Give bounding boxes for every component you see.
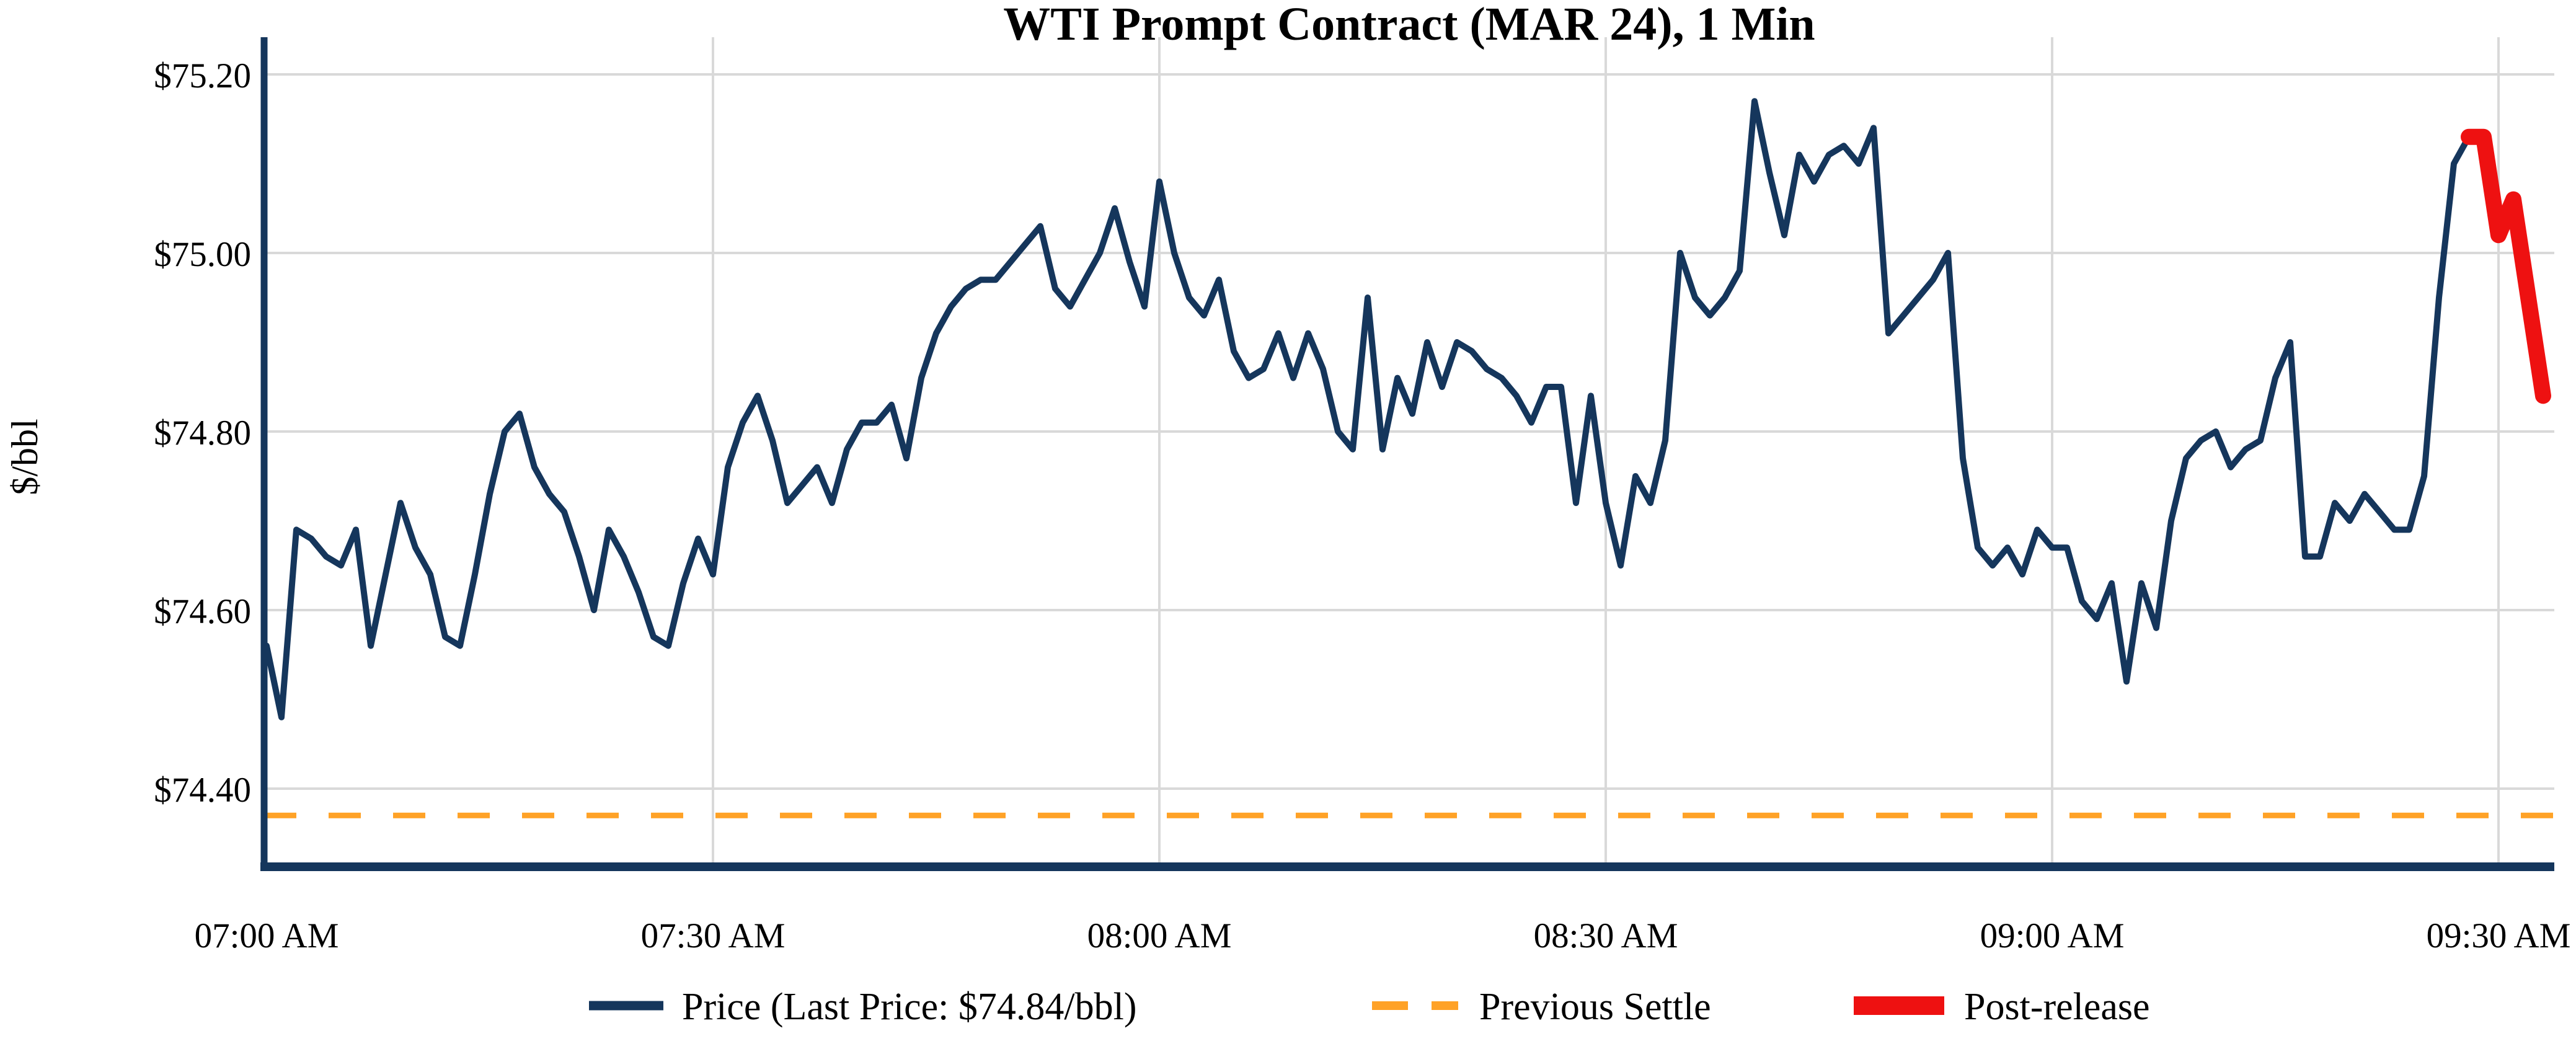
x-tick-label: 07:00 AM	[195, 916, 339, 955]
price-series-layer	[263, 98, 2551, 720]
x-tick-label: 08:00 AM	[1087, 916, 1232, 955]
legend: Price (Last Price: $74.84/bbl) Previous …	[589, 986, 2150, 1028]
legend-label-post-release: Post-release	[1964, 986, 2150, 1028]
x-tick-label: 08:30 AM	[1534, 916, 1678, 955]
y-tick-label: $74.40	[154, 771, 251, 810]
y-tick-label: $74.80	[154, 414, 251, 453]
y-axis-label: $/bbl	[4, 418, 45, 495]
y-tick-labels: $75.20 $75.00 $74.80 $74.60 $74.40	[154, 56, 251, 810]
price-line	[263, 98, 2472, 720]
y-tick-label: $75.00	[154, 235, 251, 274]
post-release-line	[2461, 128, 2551, 404]
y-tick-label: $75.20	[154, 56, 251, 95]
legend-label-price: Price (Last Price: $74.84/bbl)	[682, 986, 1137, 1028]
legend-label-previous-settle: Previous Settle	[1479, 986, 1711, 1028]
y-tick-label: $74.60	[154, 592, 251, 631]
axes-layer	[260, 37, 2554, 871]
x-tick-label: 07:30 AM	[641, 916, 786, 955]
grid-lines	[264, 37, 2554, 867]
x-tick-label: 09:00 AM	[1980, 916, 2125, 955]
x-tick-label: 09:30 AM	[2427, 916, 2571, 955]
x-tick-labels: 07:00 AM 07:30 AM 08:00 AM 08:30 AM 09:00 AM…	[195, 916, 2571, 955]
chart-title: WTI Prompt Contract (MAR 24), 1 Min	[1003, 0, 1815, 50]
